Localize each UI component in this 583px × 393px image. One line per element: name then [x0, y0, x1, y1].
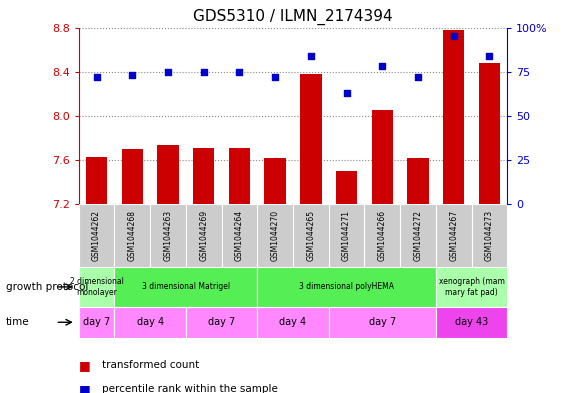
- Text: GSM1044268: GSM1044268: [128, 210, 137, 261]
- Bar: [157, 145, 178, 204]
- Text: day 4: day 4: [279, 317, 307, 327]
- Bar: [114, 307, 186, 338]
- Point: [342, 90, 351, 96]
- Text: GSM1044267: GSM1044267: [449, 210, 458, 261]
- Text: transformed count: transformed count: [102, 360, 199, 371]
- Bar: [257, 204, 293, 267]
- Bar: [229, 148, 250, 204]
- Text: day 7: day 7: [83, 317, 110, 327]
- Bar: [472, 204, 507, 267]
- Bar: [436, 267, 507, 307]
- Text: GSM1044270: GSM1044270: [271, 210, 280, 261]
- Point: [449, 33, 458, 39]
- Bar: [257, 267, 436, 307]
- Text: 3 dimensional Matrigel: 3 dimensional Matrigel: [142, 283, 230, 291]
- Text: day 4: day 4: [136, 317, 164, 327]
- Bar: [436, 204, 472, 267]
- Bar: [79, 204, 114, 267]
- Text: 2 dimensional
monolayer: 2 dimensional monolayer: [69, 277, 124, 297]
- Bar: [86, 157, 107, 204]
- Bar: [150, 204, 186, 267]
- Point: [484, 53, 494, 59]
- Text: ■: ■: [79, 382, 94, 393]
- Bar: [193, 148, 215, 204]
- Point: [271, 74, 280, 80]
- Bar: [479, 63, 500, 204]
- Bar: [443, 30, 464, 204]
- Text: GSM1044262: GSM1044262: [92, 210, 101, 261]
- Bar: [186, 307, 257, 338]
- Text: day 7: day 7: [208, 317, 235, 327]
- Bar: [264, 158, 286, 204]
- Text: GSM1044269: GSM1044269: [199, 210, 208, 261]
- Bar: [300, 74, 322, 204]
- Point: [235, 68, 244, 75]
- Bar: [79, 267, 114, 307]
- Bar: [436, 307, 507, 338]
- Text: day 7: day 7: [368, 317, 396, 327]
- Text: GSM1044263: GSM1044263: [163, 210, 173, 261]
- Text: day 43: day 43: [455, 317, 488, 327]
- Bar: [121, 149, 143, 204]
- Bar: [400, 204, 436, 267]
- Bar: [336, 171, 357, 204]
- Bar: [114, 204, 150, 267]
- Text: time: time: [6, 317, 30, 327]
- Point: [306, 53, 315, 59]
- Point: [199, 68, 208, 75]
- Text: GSM1044271: GSM1044271: [342, 210, 351, 261]
- Text: GSM1044265: GSM1044265: [306, 210, 315, 261]
- Bar: [329, 204, 364, 267]
- Bar: [114, 267, 257, 307]
- Text: GSM1044273: GSM1044273: [485, 210, 494, 261]
- Bar: [364, 204, 400, 267]
- Bar: [186, 204, 222, 267]
- Bar: [293, 204, 329, 267]
- Bar: [371, 110, 393, 204]
- Title: GDS5310 / ILMN_2174394: GDS5310 / ILMN_2174394: [193, 9, 393, 25]
- Bar: [407, 158, 429, 204]
- Text: percentile rank within the sample: percentile rank within the sample: [102, 384, 278, 393]
- Bar: [222, 204, 257, 267]
- Text: xenograph (mam
mary fat pad): xenograph (mam mary fat pad): [438, 277, 504, 297]
- Point: [92, 74, 101, 80]
- Text: 3 dimensional polyHEMA: 3 dimensional polyHEMA: [299, 283, 394, 291]
- Bar: [79, 307, 114, 338]
- Text: ■: ■: [79, 359, 94, 372]
- Point: [163, 68, 173, 75]
- Bar: [257, 307, 329, 338]
- Text: GSM1044264: GSM1044264: [235, 210, 244, 261]
- Point: [378, 63, 387, 70]
- Bar: [329, 307, 436, 338]
- Point: [128, 72, 137, 78]
- Text: GSM1044272: GSM1044272: [413, 210, 423, 261]
- Text: GSM1044266: GSM1044266: [378, 210, 387, 261]
- Text: growth protocol: growth protocol: [6, 282, 88, 292]
- Point: [413, 74, 423, 80]
